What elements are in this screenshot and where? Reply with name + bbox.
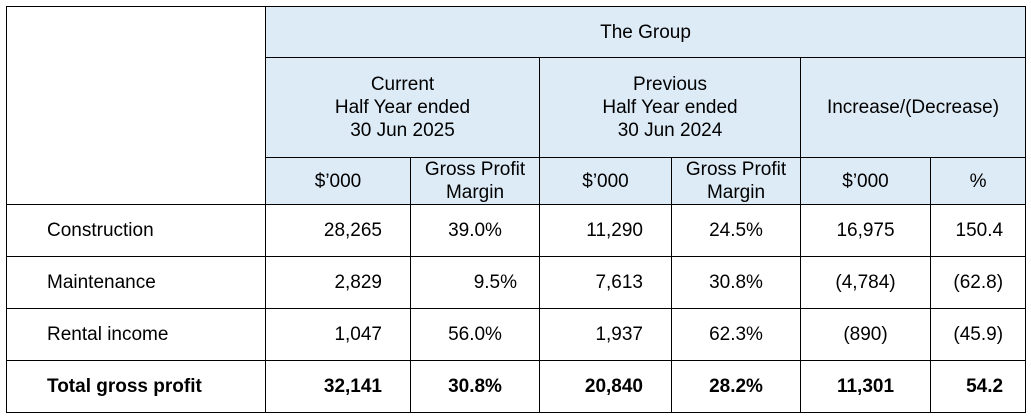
change-amount-cell: (890) bbox=[800, 308, 931, 361]
previous-period-header: Previous Half Year ended 30 Jun 2024 bbox=[539, 57, 801, 158]
previous-period-line-3: 30 Jun 2024 bbox=[617, 120, 723, 141]
previous-period-line-2: Half Year ended bbox=[602, 97, 738, 118]
current-amount-cell: 28,265 bbox=[265, 204, 411, 257]
total-label: Total gross profit bbox=[6, 360, 266, 413]
row-label: Construction bbox=[6, 204, 266, 257]
total-previous-margin: 28.2% bbox=[671, 360, 801, 413]
group-header-row: The Group bbox=[6, 6, 1027, 58]
column-header-row: $’000 Gross Profit Margin $’000 Gross Pr… bbox=[6, 157, 1027, 205]
current-period-line-3: 30 Jun 2025 bbox=[350, 120, 455, 141]
previous-margin-cell: 30.8% bbox=[671, 256, 801, 309]
total-previous-amount: 20,840 bbox=[539, 360, 672, 413]
current-margin-line-2: Margin bbox=[445, 182, 505, 203]
change-percent-cell: (62.8) bbox=[929, 256, 1027, 309]
table-row-rental-income: Rental income 1,047 56.0% 1,937 62.3% (8… bbox=[6, 308, 1027, 361]
change-header: Increase/(Decrease) bbox=[799, 57, 1027, 158]
previous-margin-header: Gross Profit Margin bbox=[671, 157, 801, 205]
total-change-amount: 11,301 bbox=[800, 360, 931, 413]
current-margin-cell: 39.0% bbox=[410, 204, 540, 257]
total-current-amount: 32,141 bbox=[265, 360, 411, 413]
previous-amount-header: $’000 bbox=[539, 157, 672, 205]
change-percent-cell: 150.4 bbox=[929, 204, 1027, 257]
period-header-row: Current Half Year ended 30 Jun 2025 Prev… bbox=[6, 57, 1027, 158]
current-period-header: Current Half Year ended 30 Jun 2025 bbox=[265, 57, 540, 158]
change-percent-cell: (45.9) bbox=[929, 308, 1027, 361]
row-label: Maintenance bbox=[6, 256, 266, 309]
current-amount-cell: 1,047 bbox=[265, 308, 411, 361]
corner-blank-cell-3 bbox=[6, 157, 266, 205]
current-period-line-2: Half Year ended bbox=[334, 97, 471, 118]
current-margin-header: Gross Profit Margin bbox=[410, 157, 540, 205]
previous-period-line-1: Previous bbox=[633, 74, 707, 95]
previous-margin-cell: 62.3% bbox=[671, 308, 801, 361]
total-change-percent: 54.2 bbox=[929, 360, 1027, 413]
change-amount-cell: (4,784) bbox=[800, 256, 931, 309]
change-amount-cell: 16,975 bbox=[800, 204, 931, 257]
current-margin-cell: 56.0% bbox=[410, 308, 540, 361]
table-row-construction: Construction 28,265 39.0% 11,290 24.5% 1… bbox=[6, 204, 1027, 257]
change-amount-header: $’000 bbox=[800, 157, 931, 205]
group-header: The Group bbox=[264, 6, 1027, 58]
previous-amount-cell: 1,937 bbox=[539, 308, 672, 361]
current-period-line-1: Current bbox=[370, 74, 435, 95]
change-percent-header: % bbox=[929, 157, 1027, 205]
gross-profit-table: The Group Current Half Year ended 30 Jun… bbox=[6, 6, 1027, 413]
current-amount-header: $’000 bbox=[265, 157, 411, 205]
previous-amount-cell: 11,290 bbox=[539, 204, 672, 257]
corner-blank-cell-2 bbox=[6, 57, 266, 158]
table-row-maintenance: Maintenance 2,829 9.5% 7,613 30.8% (4,78… bbox=[6, 256, 1027, 309]
previous-margin-line-1: Gross Profit bbox=[685, 159, 787, 180]
current-amount-cell: 2,829 bbox=[265, 256, 411, 309]
total-current-margin: 30.8% bbox=[410, 360, 540, 413]
current-margin-line-1: Gross Profit bbox=[424, 159, 526, 180]
current-margin-cell: 9.5% bbox=[410, 256, 540, 309]
table-row-total: Total gross profit 32,141 30.8% 20,840 2… bbox=[6, 360, 1027, 413]
corner-blank-cell bbox=[6, 6, 266, 58]
previous-margin-line-2: Margin bbox=[706, 182, 766, 203]
row-label: Rental income bbox=[6, 308, 266, 361]
previous-amount-cell: 7,613 bbox=[539, 256, 672, 309]
previous-margin-cell: 24.5% bbox=[671, 204, 801, 257]
